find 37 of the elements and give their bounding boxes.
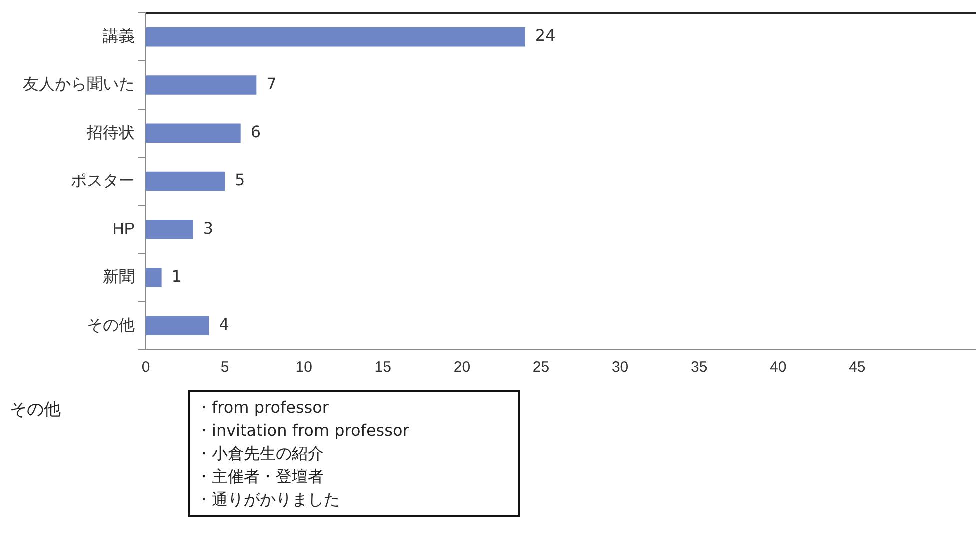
data-label: 4	[219, 315, 230, 334]
bar	[146, 316, 210, 336]
x-tick-label: 30	[612, 359, 629, 376]
data-label: 1	[172, 266, 182, 286]
x-tick-label: 5	[220, 359, 230, 376]
y-tick-label: 講義	[103, 27, 135, 46]
bar	[146, 76, 257, 95]
data-label: 5	[235, 170, 246, 190]
x-tick-label: 25	[532, 359, 550, 376]
y-tick-label: 友人から聞いた	[23, 76, 135, 94]
x-tick-label: 20	[454, 359, 471, 376]
text: ・小倉先生の紹介	[196, 443, 325, 465]
x-tick-label: 0	[142, 359, 150, 376]
text: ・from professor	[196, 397, 330, 419]
x-tick-label: 45	[849, 359, 866, 376]
text: ・通りがかりました	[196, 489, 341, 511]
y-tick-label: ポスター	[71, 172, 135, 190]
data-label: 24	[535, 26, 556, 46]
text: その他	[10, 399, 61, 421]
text: ・主催者・登壇者	[196, 466, 325, 488]
data-label: 3	[203, 218, 214, 238]
y-tick-label: 新聞	[103, 268, 135, 286]
x-tick-label: 35	[690, 359, 708, 376]
data-label: 7	[266, 74, 277, 94]
y-tick-label: その他	[87, 317, 135, 334]
x-tick-label: 15	[374, 359, 392, 376]
bar	[146, 220, 194, 240]
bar	[146, 172, 226, 192]
x-tick-label: 10	[296, 359, 312, 376]
bar	[146, 268, 162, 288]
text: ・invitation from professor	[196, 420, 410, 442]
bar	[146, 27, 526, 47]
y-tick-label: 招待状	[86, 124, 135, 142]
data-label: 6	[250, 122, 262, 142]
y-tick-label: HP	[112, 221, 135, 238]
bar	[146, 124, 241, 143]
x-tick-label: 40	[770, 359, 787, 376]
